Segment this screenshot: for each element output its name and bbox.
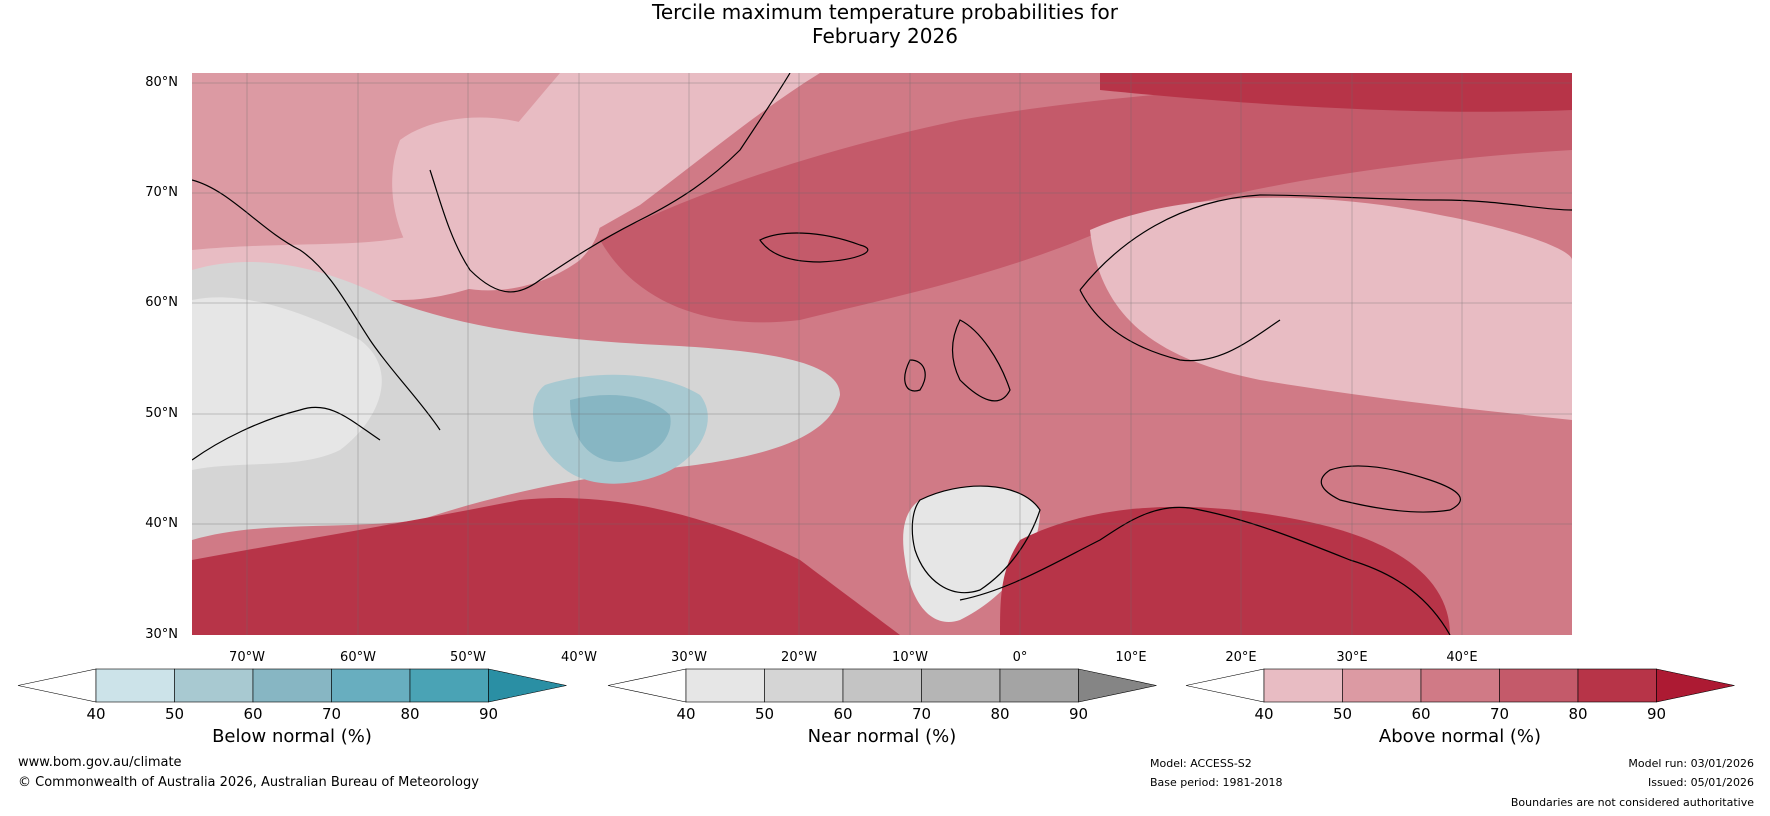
colourbar-tick-label: 60 xyxy=(833,705,852,723)
lon-label: 50°W xyxy=(450,650,486,665)
copyright: © Commonwealth of Australia 2026, Austra… xyxy=(18,775,479,790)
colourbar-segment xyxy=(685,668,765,703)
colourbar-tick-label: 70 xyxy=(322,705,341,723)
below-normal-legend-title: Below normal (%) xyxy=(212,726,372,747)
colourbar-segment xyxy=(1342,668,1422,703)
lon-label: 40°E xyxy=(1446,650,1478,665)
near-normal-region xyxy=(903,486,1040,622)
colourbar-tick-label: 70 xyxy=(912,705,931,723)
above-normal-region xyxy=(192,498,900,635)
coastlines xyxy=(192,73,1572,635)
above-normal-legend-title: Above normal (%) xyxy=(1378,726,1542,747)
colourbar-segment xyxy=(331,668,411,703)
lon-label: 30°E xyxy=(1336,650,1368,665)
colourbar-segment xyxy=(1420,668,1500,703)
lon-label: 40°W xyxy=(561,650,597,665)
near-normal-region xyxy=(192,297,382,470)
colourbar-segment xyxy=(1499,668,1579,703)
near-normal-colourbar: 40 50 60 70 80 90 xyxy=(607,668,1157,723)
lat-label: 70°N xyxy=(145,185,178,200)
model-name: Model: ACCESS-S2 xyxy=(1150,757,1252,770)
colour-bars: 40 50 60 70 80 90 40 50 60 70 80 90 40 50 60 70 80 90 xyxy=(17,668,1735,723)
colourbar-segment xyxy=(1263,668,1343,703)
colourbar-tick-label: 40 xyxy=(676,705,695,723)
title-line-2: February 2026 xyxy=(812,24,958,48)
colourbar-segment xyxy=(174,668,254,703)
lon-label: 10°E xyxy=(1115,650,1147,665)
colourbar-tick-label: 60 xyxy=(243,705,262,723)
lat-label: 30°N xyxy=(145,627,178,642)
colourbar-tick-label: 50 xyxy=(1333,705,1352,723)
lat-label: 50°N xyxy=(145,406,178,421)
lon-label: 20°W xyxy=(781,650,817,665)
colourbar-segment xyxy=(764,668,844,703)
colourbar-tick-label: 60 xyxy=(1411,705,1430,723)
issued-date: Issued: 05/01/2026 xyxy=(1647,776,1754,789)
colourbar-segment xyxy=(409,668,489,703)
lon-label: 60°W xyxy=(340,650,376,665)
colourbar-tick-label: 90 xyxy=(1069,705,1088,723)
colourbar-tick-label: 90 xyxy=(479,705,498,723)
above-normal-region xyxy=(1090,197,1572,420)
colourbar-segment xyxy=(921,668,1001,703)
colourbar-segment xyxy=(1656,668,1735,703)
lon-label: 0° xyxy=(1012,650,1028,665)
colourbar-segment xyxy=(17,668,97,703)
graticule xyxy=(192,73,1572,635)
lon-label: 70°W xyxy=(229,650,265,665)
near-normal-legend-title: Near normal (%) xyxy=(807,726,957,747)
below-normal-colourbar: 40 50 60 70 80 90 xyxy=(17,668,567,723)
disclaimer: Boundaries are not considered authoritat… xyxy=(1510,796,1754,809)
title-line-1: Tercile maximum temperature probabilitie… xyxy=(652,0,1118,24)
lon-label: 20°E xyxy=(1225,650,1257,665)
colourbar-segment xyxy=(1078,668,1157,703)
lon-label: 10°W xyxy=(892,650,928,665)
colourbar-tick-label: 70 xyxy=(1490,705,1509,723)
colourbar-segment xyxy=(607,668,687,703)
colourbar-segment xyxy=(999,668,1079,703)
lat-label: 60°N xyxy=(145,295,178,310)
colourbar-segment xyxy=(95,668,175,703)
above-normal-region xyxy=(392,117,602,291)
colourbar-tick-label: 40 xyxy=(1254,705,1273,723)
colourbar-segment xyxy=(1185,668,1265,703)
above-normal-region xyxy=(1100,73,1572,112)
chart-title: Tercile maximum temperature probabilitie… xyxy=(0,0,1770,48)
colourbar-segment xyxy=(1577,668,1657,703)
colourbar-tick-label: 40 xyxy=(86,705,105,723)
colourbar-tick-label: 80 xyxy=(400,705,419,723)
colourbar-tick-label: 90 xyxy=(1647,705,1666,723)
colourbar-segment xyxy=(252,668,332,703)
lat-label: 80°N xyxy=(145,75,178,90)
website-link: www.bom.gov.au/climate xyxy=(18,755,182,770)
above-normal-region xyxy=(1000,506,1450,635)
colourbar-segment xyxy=(488,668,567,703)
map-fill xyxy=(192,73,1572,635)
lon-label: 30°W xyxy=(671,650,707,665)
below-normal-region xyxy=(570,395,671,462)
colourbar-tick-label: 50 xyxy=(165,705,184,723)
base-period: Base period: 1981-2018 xyxy=(1150,776,1283,789)
lat-label: 40°N xyxy=(145,516,178,531)
colourbar-tick-label: 80 xyxy=(990,705,1009,723)
colourbar-tick-label: 50 xyxy=(755,705,774,723)
model-run: Model run: 03/01/2026 xyxy=(1628,757,1754,770)
above-normal-colourbar: 40 50 60 70 80 90 xyxy=(1185,668,1735,723)
colourbar-segment xyxy=(842,668,922,703)
near-normal-region xyxy=(192,261,840,540)
colourbar-tick-label: 80 xyxy=(1568,705,1587,723)
